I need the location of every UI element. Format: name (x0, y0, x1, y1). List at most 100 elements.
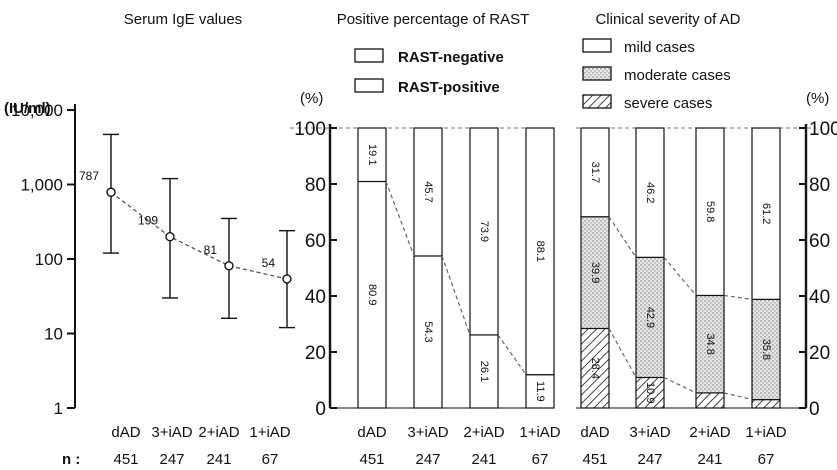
panel3-data-label: 35.8 (760, 339, 772, 360)
panel3-bar-segment (635, 127, 665, 258)
panel1-n-value: 241 (206, 451, 231, 468)
panel2-bar-segment (357, 127, 387, 183)
panel3-data-label: 61.2 (760, 203, 772, 224)
panel3-category-label: 2+iAD (689, 424, 730, 441)
panel3-data-label: 28.4 (589, 358, 601, 379)
panel3-category-label: dAD (580, 424, 609, 441)
panel-serum-ige: Serum IgE values (IU/ml) 1 10 100 1,000 10,0… (4, 11, 295, 468)
panel1-data-point (224, 261, 234, 271)
panel1-data-point (106, 187, 116, 197)
panel2-legend-label: RAST-negative (398, 49, 504, 66)
panel1-axes: 1 10 100 1,000 10,000 dAD 451 3+iAD 247 2+iAD 241 1… (11, 101, 291, 468)
panel2-ylabel: (%) (300, 90, 323, 107)
panel1-category-label: dAD (111, 424, 140, 441)
panel1-y-tick-label: 10 (44, 325, 63, 344)
panel1-data-point (282, 274, 292, 284)
panel2-bar-segment (525, 127, 555, 376)
panel2-y-tick-label: 100 (294, 119, 326, 140)
panel3-legend: mild cases moderate cases severe cases (582, 38, 731, 112)
panel1-data-label: 81 (204, 243, 218, 257)
panel3-data-label: 31.7 (589, 162, 601, 183)
panel1-n-value: 451 (113, 451, 138, 468)
panel2-y-tick-label: 80 (305, 175, 326, 196)
panel2-bar-segment (413, 255, 443, 409)
panel1-n-value: 247 (159, 451, 184, 468)
panel2-y-tick-label: 20 (305, 343, 326, 364)
panel2-connector-line (385, 181, 415, 257)
panel3-bar-segment (751, 127, 781, 300)
panel3-n-value: 241 (697, 451, 722, 468)
panel2-y-tick-label: 40 (305, 287, 326, 308)
panel3-connector-line (663, 256, 697, 296)
panel2-category-label: 2+iAD (463, 424, 504, 441)
panel3-n-value: 247 (637, 451, 662, 468)
panel3-n-value: 451 (582, 451, 607, 468)
panel3-bar-segment (751, 399, 781, 409)
panel2-data-label: 80.9 (366, 284, 378, 305)
panel2-data-label: 19.1 (366, 144, 378, 165)
panel3-category-label: 3+iAD (629, 424, 670, 441)
panel3-data-label: 46.2 (644, 182, 656, 203)
panel1-marks: 787 199 81 54 (79, 133, 295, 329)
panel3-title: Clinical severity of AD (595, 11, 740, 28)
panel2-marks: 80.9 19.1 54.3 45.7 26.1 73.9 11.9 88.1 (357, 127, 555, 409)
panel3-ylabel: (%) (806, 90, 829, 107)
panel2-data-label: 45.7 (422, 181, 434, 202)
panel2-axes: 0 20 40 60 80 100 dAD 451 3+iAD 247 2+iAD 241 1+iAD 6… (290, 119, 561, 468)
panel-severity: Clinical severity of AD (%) mild cases mo… (576, 11, 837, 468)
panel1-n-label: n : (62, 451, 80, 468)
panel3-y-tick-label: 20 (809, 343, 830, 364)
panel3-y-tick-label: 80 (809, 175, 830, 196)
panel2-category-label: 1+iAD (519, 424, 560, 441)
panel2-bar-segment (469, 127, 499, 336)
panel2-data-label: 26.1 (478, 361, 490, 382)
panel1-category-label: 2+iAD (198, 424, 239, 441)
panel2-connector-line (497, 334, 527, 376)
panel1-n-value: 67 (262, 451, 279, 468)
panel2-y-tick-label: 0 (315, 399, 326, 420)
panel1-y-tick-label: 100 (35, 250, 63, 269)
panel3-bar-segment (580, 216, 610, 330)
panel3-data-label: 59.8 (704, 201, 716, 222)
panel3-connector-line (608, 328, 637, 378)
panel3-legend-swatch (582, 38, 612, 53)
panel3-connector-line (663, 376, 697, 394)
panel2-bar-segment (469, 334, 499, 409)
panel2-title: Positive percentage of RAST (337, 11, 530, 28)
panel3-bar-segment (635, 256, 665, 379)
panel2-bar-segment (357, 180, 387, 409)
panel3-legend-label: mild cases (624, 39, 695, 56)
panel3-data-label: 34.8 (704, 333, 716, 354)
panel3-legend-label: severe cases (624, 95, 712, 112)
panel2-legend-label: RAST-positive (398, 79, 500, 96)
panel2-n-value: 451 (359, 451, 384, 468)
panel3-legend-swatch (582, 66, 612, 81)
panel1-data-label: 199 (138, 214, 158, 228)
panel3-category-label: 1+iAD (745, 424, 786, 441)
panel3-data-label: 39.9 (589, 262, 601, 283)
panel2-legend: RAST-negative RAST-positive (354, 48, 504, 96)
panel2-legend-swatch (354, 78, 384, 93)
panel2-category-label: 3+iAD (407, 424, 448, 441)
panel1-y-tick-label: 1 (54, 399, 63, 418)
panel2-data-label: 88.1 (534, 241, 546, 262)
panel2-connector-line (441, 255, 471, 336)
panel3-bar-segment (695, 294, 725, 394)
panel1-category-label: 1+iAD (249, 424, 290, 441)
panel2-legend-swatch (354, 48, 384, 63)
panel-rast: Positive percentage of RAST (%) RAST-neg… (290, 11, 561, 468)
panel3-bar-segment (580, 127, 610, 218)
panel1-title: Serum IgE values (124, 11, 242, 28)
panel3-legend-swatch (582, 94, 612, 109)
panel2-n-value: 247 (415, 451, 440, 468)
panel1-data-point (165, 232, 175, 242)
panel3-y-tick-label: 60 (809, 231, 830, 252)
panel3-connector-line (723, 392, 753, 401)
panel3-n-value: 67 (758, 451, 775, 468)
panel3-bar-segment (751, 298, 781, 401)
panel3-legend-label: moderate cases (624, 67, 731, 84)
panel2-data-label: 11.9 (534, 381, 546, 402)
panel3-y-tick-label: 0 (809, 399, 820, 420)
panel1-y-tick-label: 1,000 (20, 176, 63, 195)
